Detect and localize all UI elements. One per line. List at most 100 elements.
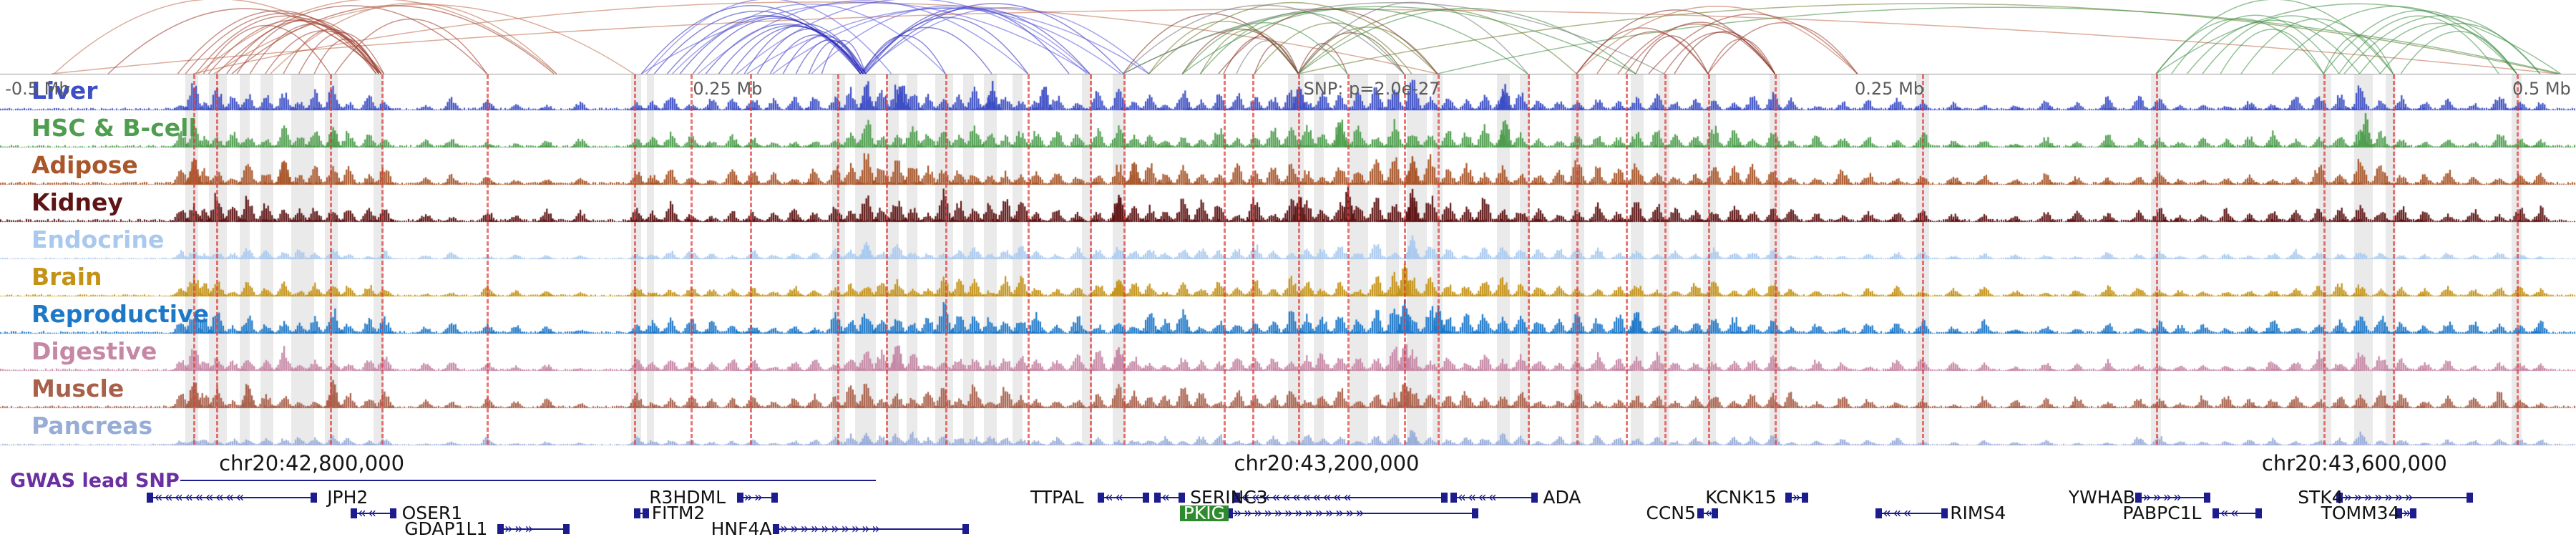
- interaction-arc: [1674, 31, 1776, 74]
- gene-body-ywhab[interactable]: »»»»: [2135, 490, 2210, 505]
- interaction-arc: [1624, 21, 1776, 74]
- gene-body-hnf4a[interactable]: »»»»»»»»»»: [773, 521, 969, 537]
- track-row-reproductive[interactable]: Reproductive: [0, 298, 2576, 335]
- gene-body-ada[interactable]: ««««: [1450, 490, 1538, 505]
- gene-label-rims4[interactable]: RIMS4: [1950, 503, 2006, 523]
- gene-body-kcnk15[interactable]: »: [1785, 490, 1809, 505]
- gene-body-oser1[interactable]: ««: [350, 505, 397, 521]
- interaction-arc: [672, 4, 946, 74]
- interaction-arc: [51, 9, 2558, 74]
- gene-label-pkig[interactable]: PKIG: [1179, 504, 1229, 522]
- coordinate-label: chr20:42,800,000: [219, 451, 405, 475]
- coordinate-label: chr20:43,600,000: [2261, 451, 2447, 475]
- gene-body-gdap1l1[interactable]: »»»: [497, 521, 570, 537]
- gene-body-pabpc1l[interactable]: ««: [2212, 505, 2262, 521]
- signal-canvas-digestive: [0, 335, 2576, 372]
- track-row-adipose[interactable]: Adipose: [0, 149, 2576, 186]
- interaction-arc: [2171, 14, 2340, 74]
- gene-body-ttpal[interactable]: ««: [1097, 490, 1149, 505]
- interaction-arc: [1648, 13, 1858, 74]
- gene-intron-line: [1226, 513, 1479, 514]
- interaction-arc: [1297, 8, 1577, 74]
- gene-body-pkig[interactable]: »»»»»»»»»»»»»: [1226, 505, 1479, 521]
- strand-left-chevrons: «««««««««: [154, 490, 246, 505]
- interaction-arc: [1254, 43, 1299, 74]
- gene-label-kcnk15[interactable]: KCNK15: [1705, 487, 1777, 508]
- gene-label-stk4[interactable]: STK4: [2298, 487, 2343, 508]
- snp-guide-line: [487, 74, 489, 445]
- interaction-arc: [743, 23, 867, 74]
- interaction-arc: [795, 39, 864, 74]
- gene-label-tomm34[interactable]: TOMM34: [2321, 503, 2400, 523]
- interaction-arc: [195, 15, 377, 74]
- gene-label-ada[interactable]: ADA: [1543, 487, 1581, 508]
- gene-label-ccn5[interactable]: CCN5: [1646, 503, 1696, 523]
- track-row-hsc-b-cell[interactable]: HSC & B-cell: [0, 112, 2576, 149]
- signal-canvas-reproductive: [0, 298, 2576, 335]
- strand-left-chevrons: ««««: [1457, 490, 1498, 505]
- gene-intron-line: [180, 480, 876, 481]
- gene-body-tomm34[interactable]: »: [2396, 505, 2416, 521]
- gene-body-r3hdml[interactable]: »»: [736, 490, 779, 505]
- track-row-muscle[interactable]: Muscle: [0, 372, 2576, 410]
- interaction-arc: [1437, 6, 2561, 74]
- gene-label-ttpal[interactable]: TTPAL: [1030, 487, 1084, 508]
- snp-guide-line: [690, 74, 693, 445]
- gene-intron-line: [773, 528, 969, 530]
- snp-guide-line: [1298, 74, 1301, 445]
- track-row-brain[interactable]: Brain: [0, 261, 2576, 298]
- interaction-arc: [811, 5, 1091, 74]
- snp-guide-line: [1252, 74, 1254, 445]
- gene-intron-line: [1234, 497, 1448, 498]
- gene-body-fitm2[interactable]: «: [633, 505, 650, 521]
- gene-intron-line: [147, 497, 317, 498]
- gwas-lead-snp-label: GWAS lead SNP: [10, 470, 180, 492]
- gene-body-rims4[interactable]: «««: [1875, 505, 1948, 521]
- gene-intron-line: [2212, 513, 2262, 514]
- snp-guide-line: [1347, 74, 1350, 445]
- track-row-kidney[interactable]: Kidney: [0, 186, 2576, 223]
- gene-body-serinc3[interactable]: «: [1153, 490, 1185, 505]
- interaction-arc: [698, 0, 1028, 74]
- interaction-arc: [2155, 0, 2394, 74]
- gene-intron-line: [2396, 513, 2416, 514]
- interaction-arc: [298, 32, 385, 74]
- gene-label-jph2[interactable]: JPH2: [327, 487, 369, 508]
- gene-label-oser1[interactable]: OSER1: [401, 503, 463, 523]
- gene-body-serinc3[interactable]: «««««««««««: [1234, 490, 1448, 505]
- gene-label-fitm2[interactable]: FITM2: [651, 503, 706, 523]
- snp-guide-line: [193, 74, 195, 445]
- gene-label-serinc3[interactable]: SERINC3: [1190, 487, 1268, 508]
- gene-body-jph2[interactable]: «««««««««: [147, 490, 317, 505]
- gene-label-hnf4a[interactable]: HNF4A: [711, 518, 772, 537]
- gene-label-r3hdml[interactable]: R3HDML: [649, 487, 726, 508]
- track-label-endocrine: Endocrine: [31, 226, 165, 253]
- strand-right-chevrons: »: [2403, 505, 2409, 521]
- gene-body[interactable]: [180, 473, 876, 488]
- snp-guide-line: [1707, 74, 1710, 445]
- gene-intron-line: [1697, 513, 1719, 514]
- interaction-arc: [231, 5, 555, 74]
- track-row-digestive[interactable]: Digestive: [0, 335, 2576, 372]
- track-row-liver[interactable]: Liver: [0, 74, 2576, 112]
- interaction-arc: [283, 29, 379, 74]
- interaction-arc: [731, 26, 862, 74]
- track-label-muscle: Muscle: [31, 374, 125, 402]
- gene-label-ywhab[interactable]: YWHAB: [2068, 487, 2135, 508]
- track-row-endocrine[interactable]: Endocrine: [0, 223, 2576, 261]
- gene-body-ccn5[interactable]: «: [1697, 505, 1719, 521]
- interaction-arc: [1297, 1, 1528, 74]
- gene-row: [0, 473, 2576, 488]
- track-row-pancreas[interactable]: Pancreas: [0, 410, 2576, 447]
- gene-intron-line: [1097, 497, 1149, 498]
- gene-body-stk4[interactable]: »»»»»»»: [2336, 490, 2473, 505]
- snp-guide-line: [1775, 74, 1777, 445]
- interaction-arc: [2220, 29, 2324, 74]
- gene-label-gdap1l1[interactable]: GDAP1L1: [404, 518, 488, 537]
- snp-guide-line: [2517, 74, 2519, 445]
- gene-label-pabpc1l[interactable]: PABPC1L: [2122, 503, 2202, 523]
- signal-canvas-kidney: [0, 186, 2576, 223]
- strand-left-chevrons: ««: [1104, 490, 1126, 505]
- snp-guide-line: [329, 74, 332, 445]
- snp-guide-line: [633, 74, 636, 445]
